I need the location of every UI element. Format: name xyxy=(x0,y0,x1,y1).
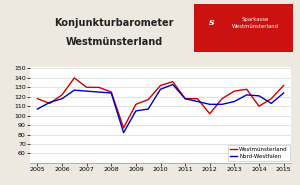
Westmünsterland xyxy=(85,86,88,88)
Nord-Westfalen xyxy=(257,95,261,97)
Westmünsterland xyxy=(220,97,224,100)
Westmünsterland xyxy=(48,102,52,105)
Nord-Westfalen xyxy=(269,102,273,105)
Nord-Westfalen xyxy=(60,97,64,100)
Nord-Westfalen xyxy=(36,108,39,110)
Westmünsterland xyxy=(110,91,113,93)
Text: Westmünsterland: Westmünsterland xyxy=(65,37,163,47)
Nord-Westfalen xyxy=(85,90,88,92)
Westmünsterland xyxy=(257,105,261,107)
Nord-Westfalen xyxy=(134,110,138,112)
Westmünsterland xyxy=(60,94,64,96)
Westmünsterland xyxy=(146,98,150,101)
Westmünsterland xyxy=(282,84,285,87)
Line: Westmünsterland: Westmünsterland xyxy=(38,78,284,128)
Westmünsterland xyxy=(232,90,236,92)
Text: s: s xyxy=(208,18,214,27)
Line: Nord-Westfalen: Nord-Westfalen xyxy=(38,85,284,133)
Westmünsterland xyxy=(122,127,125,129)
Nord-Westfalen xyxy=(110,92,113,94)
Nord-Westfalen xyxy=(122,132,125,134)
Westmünsterland xyxy=(171,81,175,83)
Westmünsterland xyxy=(245,88,248,90)
Westmünsterland xyxy=(196,97,199,100)
Nord-Westfalen xyxy=(73,89,76,91)
Westmünsterland xyxy=(134,103,138,105)
Westmünsterland xyxy=(159,84,162,87)
Legend: Westmünsterland, Nord-Westfalen: Westmünsterland, Nord-Westfalen xyxy=(228,145,290,161)
Westmünsterland xyxy=(97,86,101,88)
Nord-Westfalen xyxy=(208,103,211,105)
Nord-Westfalen xyxy=(48,101,52,104)
Nord-Westfalen xyxy=(159,88,162,90)
Text: Sparkasse
Westmünsterland: Sparkasse Westmünsterland xyxy=(231,17,278,28)
Nord-Westfalen xyxy=(282,92,285,94)
Nord-Westfalen xyxy=(220,103,224,105)
Westmünsterland xyxy=(36,97,39,100)
Nord-Westfalen xyxy=(146,108,150,110)
Nord-Westfalen xyxy=(232,100,236,103)
Text: Konjunkturbarometer: Konjunkturbarometer xyxy=(54,18,174,28)
Nord-Westfalen xyxy=(171,83,175,86)
Westmünsterland xyxy=(208,113,211,115)
Westmünsterland xyxy=(183,97,187,100)
Nord-Westfalen xyxy=(97,91,101,93)
Nord-Westfalen xyxy=(183,97,187,100)
Westmünsterland xyxy=(73,77,76,79)
Nord-Westfalen xyxy=(196,100,199,103)
Westmünsterland xyxy=(269,97,273,100)
Nord-Westfalen xyxy=(245,94,248,96)
